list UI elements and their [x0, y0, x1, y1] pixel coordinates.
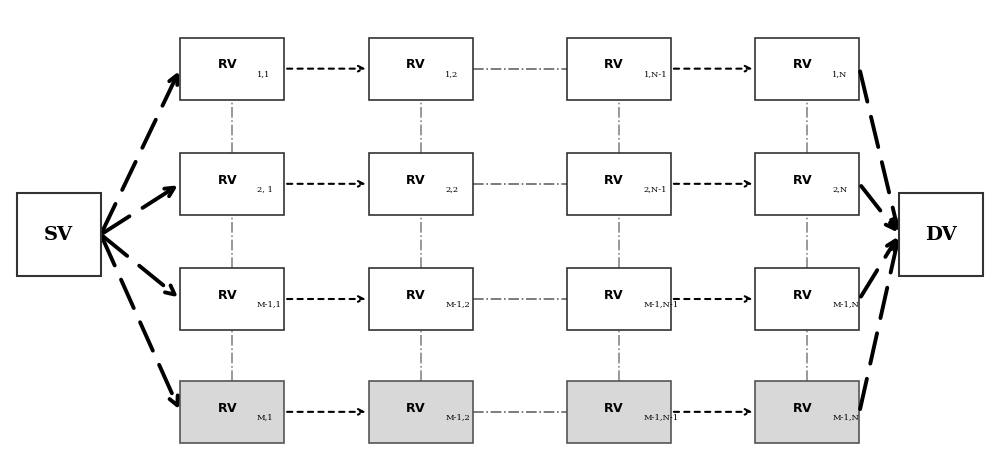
Text: $\bf{RV}$: $\bf{RV}$	[792, 289, 813, 302]
Bar	[180, 153, 284, 215]
Bar	[567, 268, 671, 330]
Text: M-1,N: M-1,N	[832, 413, 859, 421]
Text: $\bf{RV}$: $\bf{RV}$	[603, 289, 625, 302]
Text: 1,2: 1,2	[445, 70, 459, 78]
Bar	[180, 381, 284, 443]
Bar	[899, 193, 983, 276]
Text: $\bf{RV}$: $\bf{RV}$	[792, 59, 813, 71]
Text: 2,N: 2,N	[832, 185, 847, 193]
Text: M-1,N: M-1,N	[832, 301, 859, 309]
Bar	[369, 153, 473, 215]
Bar	[180, 268, 284, 330]
Text: $\bf{RV}$: $\bf{RV}$	[217, 289, 238, 302]
Text: $\bf{RV}$: $\bf{RV}$	[405, 174, 426, 187]
Text: M-1,N-1: M-1,N-1	[644, 413, 679, 421]
Text: $\bf{RV}$: $\bf{RV}$	[792, 174, 813, 187]
Text: 2,2: 2,2	[445, 185, 459, 193]
Text: $\bf{RV}$: $\bf{RV}$	[603, 59, 625, 71]
Bar	[369, 381, 473, 443]
Text: 2,N-1: 2,N-1	[644, 185, 667, 193]
Bar	[755, 38, 859, 100]
Text: $\bf{RV}$: $\bf{RV}$	[217, 401, 238, 415]
Bar	[567, 38, 671, 100]
Bar	[180, 38, 284, 100]
Text: $\bf{RV}$: $\bf{RV}$	[405, 59, 426, 71]
Bar	[755, 268, 859, 330]
Text: M-1,2: M-1,2	[445, 301, 470, 309]
Bar	[17, 193, 101, 276]
Text: $\bf{RV}$: $\bf{RV}$	[792, 401, 813, 415]
Text: 1,1: 1,1	[257, 70, 270, 78]
Bar	[755, 381, 859, 443]
Bar	[567, 153, 671, 215]
Text: DV: DV	[925, 226, 957, 243]
Bar	[755, 153, 859, 215]
Text: M-1,N-1: M-1,N-1	[644, 301, 679, 309]
Text: $\bf{RV}$: $\bf{RV}$	[603, 401, 625, 415]
Bar	[567, 381, 671, 443]
Text: 1,N: 1,N	[832, 70, 848, 78]
Text: 2, 1: 2, 1	[257, 185, 273, 193]
Text: $\bf{RV}$: $\bf{RV}$	[603, 174, 625, 187]
Text: 1,N-1: 1,N-1	[644, 70, 667, 78]
Text: M-1,1: M-1,1	[257, 301, 282, 309]
Bar	[369, 38, 473, 100]
Text: $\bf{RV}$: $\bf{RV}$	[217, 59, 238, 71]
Text: SV: SV	[44, 226, 73, 243]
Text: M,1: M,1	[257, 413, 274, 421]
Text: $\bf{RV}$: $\bf{RV}$	[405, 401, 426, 415]
Text: M-1,2: M-1,2	[445, 413, 470, 421]
Text: $\bf{RV}$: $\bf{RV}$	[217, 174, 238, 187]
Bar	[369, 268, 473, 330]
Text: $\bf{RV}$: $\bf{RV}$	[405, 289, 426, 302]
